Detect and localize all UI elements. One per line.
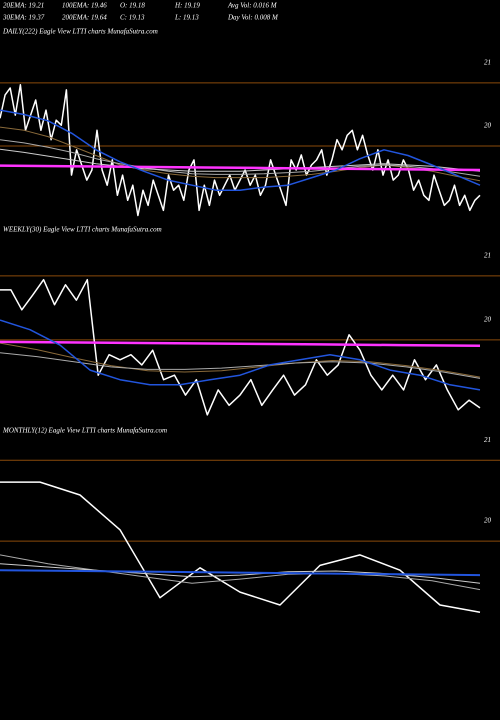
header-stat: 20EMA: 19.21 (3, 2, 44, 10)
price-line (0, 342, 481, 378)
price-line (0, 164, 481, 172)
panel-title: DAILY(222) Eagle View LTTI charts Munafa… (2, 28, 158, 36)
header-stat: 100EMA: 19.46 (62, 2, 107, 10)
price-line (0, 109, 481, 191)
price-line (0, 84, 481, 217)
header-stat: C: 19.13 (120, 14, 145, 22)
header-stat: Avg Vol: 0.016 M (227, 2, 278, 10)
y-tick-label: 20 (484, 517, 492, 525)
header-stat: H: 19.19 (174, 2, 200, 10)
price-line (0, 319, 481, 391)
price-line (0, 554, 481, 591)
price-line (0, 278, 481, 416)
header-stat: 30EMA: 19.37 (2, 14, 45, 22)
panel-title: MONTHLY(12) Eagle View LTTI charts Munaf… (2, 427, 167, 435)
header-stat: 200EMA: 19.64 (62, 14, 107, 22)
y-tick-label: 20 (484, 122, 492, 130)
y-tick-label: 21 (484, 436, 491, 444)
price-line (0, 139, 481, 177)
header-stat: L: 19.13 (174, 14, 199, 22)
panel-title: WEEKLY(30) Eagle View LTTI charts Munafa… (3, 226, 162, 234)
y-tick-label: 21 (484, 251, 491, 259)
price-line (0, 481, 481, 614)
price-line (0, 148, 481, 172)
header-stat: O: 19.18 (120, 2, 145, 10)
price-line (0, 340, 481, 347)
price-line (0, 126, 481, 182)
header-stat: Day Vol: 0.008 M (227, 14, 279, 22)
y-tick-label: 20 (484, 316, 492, 324)
y-tick-label: 21 (484, 59, 491, 67)
price-line (0, 569, 481, 577)
